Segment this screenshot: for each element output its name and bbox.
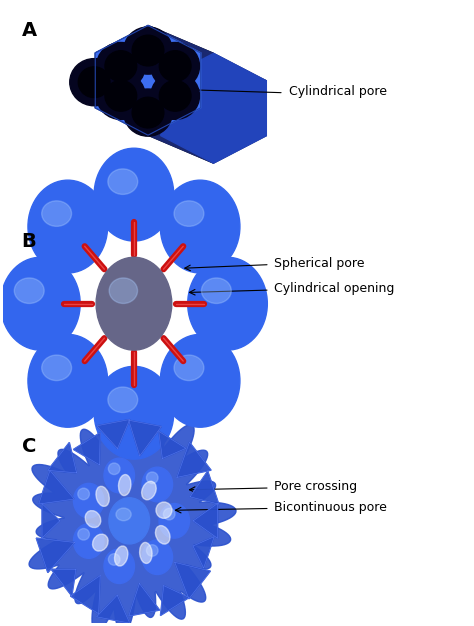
- Ellipse shape: [28, 334, 108, 427]
- Ellipse shape: [78, 488, 90, 500]
- Polygon shape: [148, 108, 266, 163]
- Polygon shape: [193, 536, 214, 568]
- Ellipse shape: [78, 67, 110, 98]
- Polygon shape: [48, 443, 77, 473]
- Ellipse shape: [160, 334, 240, 427]
- Ellipse shape: [28, 180, 108, 273]
- Ellipse shape: [94, 148, 174, 241]
- Polygon shape: [95, 53, 161, 136]
- Ellipse shape: [42, 355, 72, 381]
- Ellipse shape: [142, 540, 173, 575]
- Ellipse shape: [96, 257, 172, 350]
- Ellipse shape: [151, 72, 200, 120]
- Polygon shape: [129, 583, 160, 616]
- Ellipse shape: [109, 498, 150, 544]
- Ellipse shape: [116, 508, 131, 521]
- Polygon shape: [95, 26, 201, 135]
- Ellipse shape: [201, 278, 231, 304]
- Ellipse shape: [73, 483, 104, 518]
- Polygon shape: [97, 419, 130, 448]
- Polygon shape: [160, 585, 189, 615]
- Ellipse shape: [132, 97, 164, 128]
- Text: Bicontinuous pore: Bicontinuous pore: [274, 501, 387, 514]
- Ellipse shape: [96, 486, 109, 506]
- Polygon shape: [95, 26, 214, 81]
- Ellipse shape: [85, 511, 101, 528]
- Ellipse shape: [0, 257, 80, 350]
- Polygon shape: [51, 569, 76, 596]
- Ellipse shape: [188, 257, 267, 350]
- Ellipse shape: [159, 81, 191, 111]
- Ellipse shape: [146, 545, 158, 557]
- Polygon shape: [42, 503, 60, 538]
- Ellipse shape: [124, 89, 173, 136]
- Polygon shape: [71, 575, 100, 613]
- Polygon shape: [73, 433, 100, 465]
- Ellipse shape: [97, 72, 145, 120]
- Ellipse shape: [109, 278, 137, 304]
- Ellipse shape: [105, 81, 137, 111]
- Text: Cylindrical opening: Cylindrical opening: [274, 282, 395, 295]
- Ellipse shape: [142, 481, 156, 500]
- Polygon shape: [159, 431, 186, 458]
- Ellipse shape: [70, 59, 118, 106]
- Text: B: B: [21, 232, 36, 252]
- Polygon shape: [29, 406, 236, 626]
- Ellipse shape: [78, 528, 90, 540]
- Ellipse shape: [108, 169, 138, 195]
- Ellipse shape: [155, 526, 170, 544]
- Polygon shape: [161, 53, 266, 163]
- Text: Pore crossing: Pore crossing: [274, 480, 357, 493]
- Text: A: A: [21, 21, 36, 41]
- Text: Cylindrical pore: Cylindrical pore: [289, 85, 386, 98]
- Ellipse shape: [159, 51, 191, 81]
- Ellipse shape: [132, 35, 164, 66]
- Ellipse shape: [104, 458, 135, 493]
- Polygon shape: [201, 53, 266, 136]
- Polygon shape: [97, 595, 130, 623]
- Ellipse shape: [97, 43, 145, 90]
- Ellipse shape: [140, 542, 152, 563]
- Ellipse shape: [156, 502, 172, 518]
- Polygon shape: [95, 108, 214, 163]
- Polygon shape: [36, 538, 74, 573]
- Ellipse shape: [118, 475, 131, 496]
- Ellipse shape: [151, 43, 200, 90]
- Ellipse shape: [94, 366, 174, 459]
- Ellipse shape: [174, 355, 204, 381]
- Polygon shape: [193, 503, 218, 538]
- Text: C: C: [21, 437, 36, 456]
- Polygon shape: [129, 420, 162, 456]
- Ellipse shape: [109, 553, 120, 565]
- Polygon shape: [177, 442, 211, 478]
- Ellipse shape: [142, 467, 173, 502]
- Polygon shape: [190, 471, 219, 504]
- Ellipse shape: [104, 549, 135, 583]
- Ellipse shape: [160, 180, 240, 273]
- Ellipse shape: [146, 472, 158, 483]
- Ellipse shape: [92, 534, 108, 551]
- Polygon shape: [148, 26, 266, 81]
- Text: Spherical pore: Spherical pore: [274, 257, 365, 270]
- Ellipse shape: [109, 463, 120, 475]
- Polygon shape: [39, 471, 74, 504]
- Ellipse shape: [42, 201, 72, 227]
- Ellipse shape: [174, 201, 204, 227]
- Ellipse shape: [124, 27, 173, 74]
- Ellipse shape: [108, 387, 138, 413]
- Ellipse shape: [14, 278, 44, 304]
- Ellipse shape: [105, 51, 137, 81]
- Ellipse shape: [115, 546, 128, 566]
- Ellipse shape: [164, 508, 175, 520]
- Ellipse shape: [73, 524, 104, 558]
- Polygon shape: [175, 562, 210, 599]
- Ellipse shape: [159, 503, 190, 538]
